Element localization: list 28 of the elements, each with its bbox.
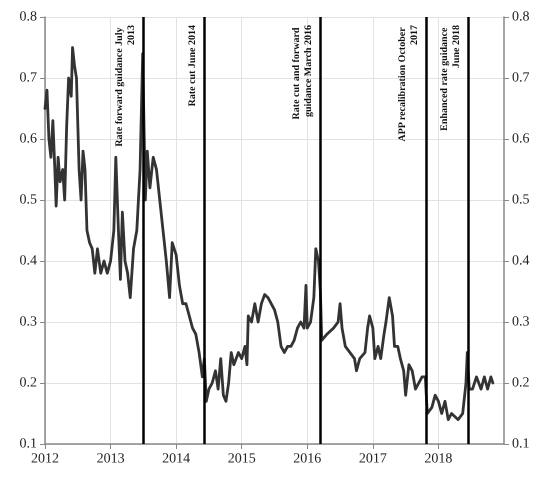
y2-tick-label: 0.4 [512,254,530,268]
ref-line-label: Enhanced rate guidance June 2018 [439,25,462,131]
y-tick-label: 0.7 [20,70,37,86]
x-tick-label: 2018 [424,452,452,466]
x-tick-label: 2016 [293,452,322,466]
y-tick-label: 0.6 [20,132,37,146]
y2-tick-label: 0.7 [512,70,530,86]
y2-tick-label: 0.1 [512,436,530,452]
ref-line-label: Rate forward guidance July 2013 [114,25,137,147]
y-tick-label: 0.1 [20,436,37,452]
y2-tick-label: 0.3 [512,314,530,330]
y-tick-label: 0.3 [20,314,37,330]
x-tick-label: 2013 [96,452,125,466]
y2-tick-label: 0.2 [512,376,530,390]
y2-tick-label: 0.8 [512,10,530,24]
x-tick-label: 2015 [228,452,256,466]
x-tick-label: 2017 [358,452,387,466]
x-tick-label: 2012 [31,452,59,466]
ref-line-label: Rate cut June 2014 [186,25,198,106]
ref-line-label: APP recalibration October 2017 [397,25,420,142]
y2-tick-label: 0.5 [512,192,530,208]
y-tick-label: 0.2 [20,376,37,390]
x-tick-label: 2014 [162,452,190,466]
ref-line-label: Rate cut and forward guidance March 2016 [290,25,314,120]
y-tick-label: 0.4 [20,254,37,268]
y2-tick-label: 0.6 [512,132,530,146]
y-tick-label: 0.8 [20,10,37,24]
y-tick-label: 0.5 [20,192,37,208]
